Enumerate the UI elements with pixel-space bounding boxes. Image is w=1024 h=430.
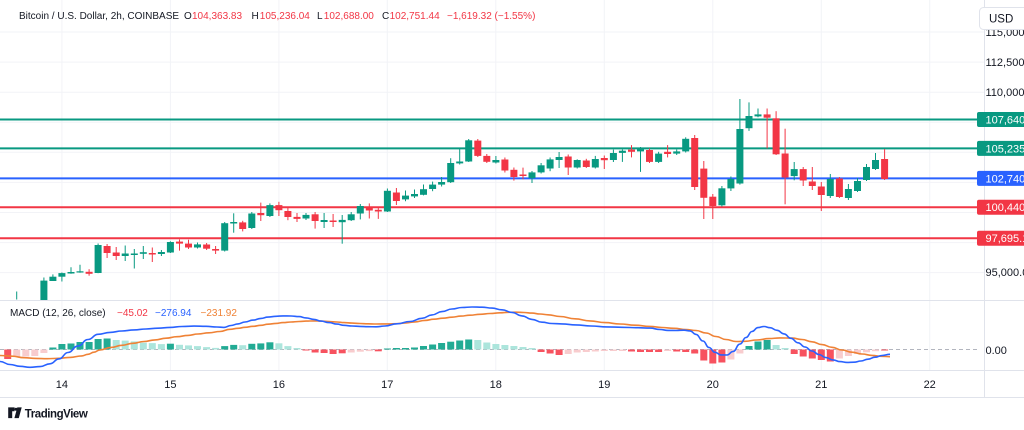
svg-text:TradingView: TradingView: [25, 409, 88, 421]
svg-text:104,363.83: 104,363.83: [192, 11, 242, 22]
svg-text:102,751.44: 102,751.44: [390, 11, 440, 22]
svg-text:95,000.0: 95,000.0: [986, 267, 1024, 279]
svg-text:−231.92: −231.92: [201, 308, 238, 319]
svg-text:Bitcoin / U.S. Dollar, 2h, COI: Bitcoin / U.S. Dollar, 2h, COINBASE: [19, 11, 179, 22]
svg-text:100,440.: 100,440.: [986, 202, 1024, 214]
svg-text:107,640.: 107,640.: [986, 115, 1024, 127]
svg-text:22: 22: [924, 379, 936, 391]
svg-text:14: 14: [56, 379, 68, 391]
svg-text:110,000.: 110,000.: [986, 87, 1024, 99]
svg-text:112,500.: 112,500.: [986, 57, 1024, 69]
svg-text:USD: USD: [989, 14, 1013, 26]
svg-text:102,740.: 102,740.: [986, 173, 1024, 185]
svg-text:−45.02: −45.02: [117, 308, 148, 319]
svg-text:20: 20: [707, 379, 719, 391]
svg-text:97,695.1: 97,695.1: [986, 233, 1024, 245]
svg-text:21: 21: [815, 379, 827, 391]
svg-text:105,235.: 105,235.: [986, 143, 1024, 155]
svg-text:−1,619.32 (−1.55%): −1,619.32 (−1.55%): [447, 11, 535, 22]
svg-text:O: O: [184, 11, 192, 22]
svg-text:−276.94: −276.94: [155, 308, 192, 319]
svg-text:C: C: [382, 11, 389, 22]
svg-text:18: 18: [490, 379, 502, 391]
svg-text:15: 15: [164, 379, 176, 391]
svg-text:105,236.04: 105,236.04: [260, 11, 310, 22]
svg-text:L: L: [317, 11, 323, 22]
svg-text:102,688.00: 102,688.00: [324, 11, 374, 22]
svg-text:MACD (12, 26, close): MACD (12, 26, close): [10, 308, 106, 319]
svg-text:0.00: 0.00: [986, 345, 1007, 357]
svg-text:17: 17: [381, 379, 393, 391]
svg-text:19: 19: [598, 379, 610, 391]
svg-text:H: H: [252, 11, 259, 22]
svg-text:16: 16: [273, 379, 285, 391]
